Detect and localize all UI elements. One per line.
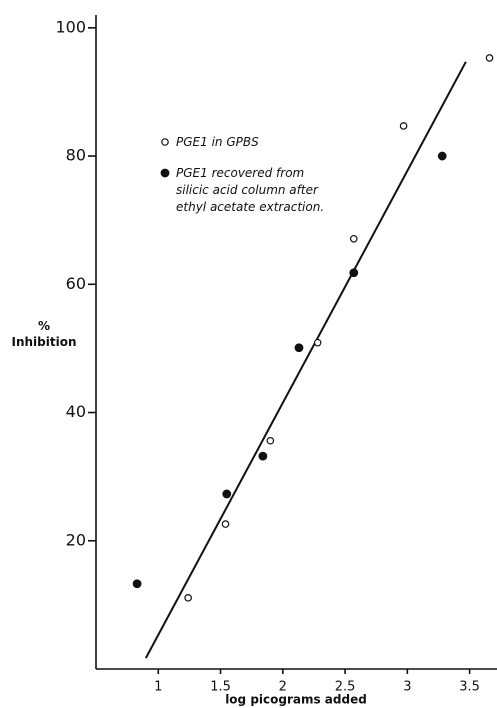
legend-label: PGE1 recovered from silicic acid column a… — [176, 166, 324, 214]
x-tick-label: 1 — [154, 680, 162, 695]
y-tick-label: 100 — [55, 17, 86, 36]
data-point — [266, 436, 275, 445]
data-point — [222, 489, 232, 499]
legend-marker — [161, 138, 169, 146]
x-tick-label: 3 — [403, 680, 411, 695]
legend-label: PGE1 in GPBS — [176, 135, 259, 149]
data-point — [437, 151, 447, 161]
data-point — [485, 54, 494, 62]
y-tick-label: 40 — [66, 402, 86, 421]
data-point — [132, 579, 142, 589]
data-point — [313, 338, 322, 347]
x-tick-label: 3.5 — [459, 680, 480, 695]
data-point — [399, 122, 408, 130]
fit-line — [144, 61, 467, 659]
y-tick-label: 80 — [66, 146, 86, 165]
y-tick-label: 20 — [66, 530, 86, 549]
data-point — [349, 234, 358, 243]
data-point — [349, 268, 359, 278]
data-point — [258, 451, 268, 461]
data-point — [294, 343, 304, 353]
y-axis-label: % Inhibition — [11, 319, 76, 349]
legend-marker — [160, 168, 170, 178]
x-tick-label: 2 — [279, 680, 287, 695]
x-tick-label: 1.5 — [210, 680, 231, 695]
data-point — [184, 594, 192, 602]
y-tick-label: 60 — [66, 274, 86, 293]
data-point — [221, 520, 230, 528]
x-axis-label: log picograms added — [225, 693, 367, 707]
x-tick-label: 2.5 — [335, 680, 356, 695]
